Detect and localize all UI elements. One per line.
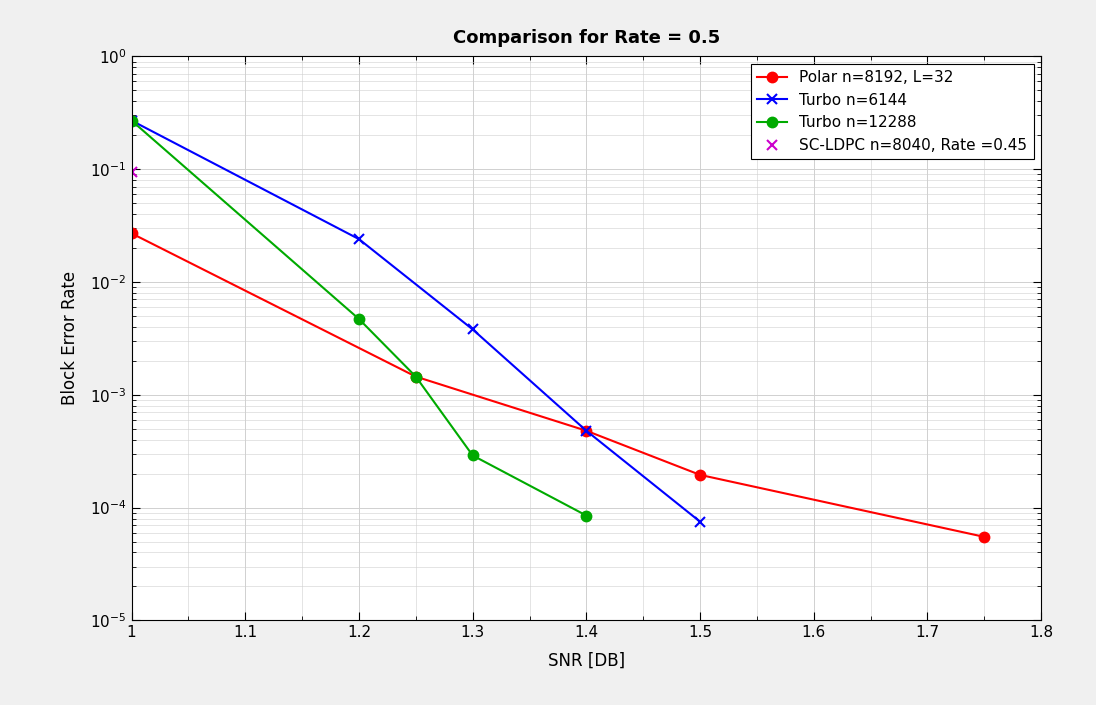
Turbo n=6144 xyxy=(466,325,479,333)
Turbo n=6144 xyxy=(353,235,366,243)
Turbo n=6144 xyxy=(125,116,138,125)
Legend: Polar n=8192, L=32, Turbo n=6144, Turbo n=12288, SC-LDPC n=8040, Rate =0.45: Polar n=8192, L=32, Turbo n=6144, Turbo … xyxy=(751,64,1034,159)
Turbo n=12288 xyxy=(409,372,422,381)
Turbo n=6144 xyxy=(694,517,707,526)
Turbo n=12288 xyxy=(125,116,138,125)
Turbo n=12288 xyxy=(466,451,479,460)
Y-axis label: Block Error Rate: Block Error Rate xyxy=(61,271,79,405)
Line: Polar n=8192, L=32: Polar n=8192, L=32 xyxy=(127,228,990,541)
Polar n=8192, L=32 xyxy=(125,229,138,238)
Turbo n=12288 xyxy=(353,314,366,323)
Title: Comparison for Rate = 0.5: Comparison for Rate = 0.5 xyxy=(453,28,720,47)
Polar n=8192, L=32 xyxy=(409,372,422,381)
Line: Turbo n=6144: Turbo n=6144 xyxy=(127,116,705,527)
Turbo n=12288 xyxy=(580,511,593,520)
Line: Turbo n=12288: Turbo n=12288 xyxy=(127,116,591,520)
Polar n=8192, L=32 xyxy=(580,427,593,435)
X-axis label: SNR [DB]: SNR [DB] xyxy=(548,651,625,669)
Polar n=8192, L=32 xyxy=(978,533,991,541)
Turbo n=6144 xyxy=(580,427,593,435)
Polar n=8192, L=32 xyxy=(694,471,707,479)
